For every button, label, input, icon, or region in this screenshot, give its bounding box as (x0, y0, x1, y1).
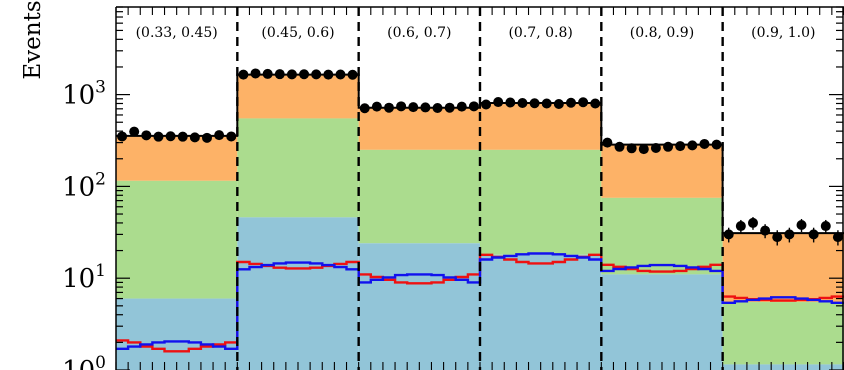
data-point (165, 131, 176, 142)
data-point (226, 131, 237, 142)
data-point (262, 68, 273, 79)
data-point (711, 139, 722, 150)
data-point (663, 141, 674, 152)
y-axis-label: Events (20, 0, 46, 79)
stack-bar-green (601, 197, 723, 275)
y-tick-label: 103 (62, 78, 106, 111)
data-point (335, 69, 346, 80)
data-point (323, 69, 334, 80)
data-point (529, 98, 540, 109)
stack-bar-green (479, 149, 602, 255)
data-point (796, 219, 807, 230)
data-point (602, 137, 613, 148)
data-point (274, 69, 285, 80)
data-point (808, 229, 819, 240)
data-point (505, 97, 516, 108)
stack-bar-green (116, 180, 238, 299)
stack-bar-green (358, 149, 480, 244)
region-label: (0.9, 1.0) (751, 25, 815, 41)
data-point (735, 221, 746, 232)
data-point (784, 229, 795, 240)
region-label: (0.7, 0.8) (508, 25, 572, 41)
data-point (383, 102, 394, 113)
data-point (517, 98, 528, 109)
data-point (626, 143, 637, 154)
data-point (832, 232, 843, 243)
data-point (772, 232, 783, 243)
data-point (590, 98, 601, 109)
data-point (141, 130, 152, 141)
data-point (456, 101, 467, 112)
stack-bar-orange (358, 107, 480, 150)
data-point (687, 140, 698, 151)
stack-bar-blue (237, 217, 359, 370)
y-tick-label: 102 (62, 169, 106, 202)
stack-bar-blue (601, 274, 723, 370)
data-point (444, 102, 455, 113)
region-label: (0.45, 0.6) (261, 25, 334, 41)
region-label: (0.8, 0.9) (630, 25, 694, 41)
region-label: (0.33, 0.45) (136, 25, 218, 41)
stack-bar-orange (237, 74, 359, 119)
data-point (675, 141, 686, 152)
data-point (493, 97, 504, 108)
data-point (723, 229, 734, 240)
data-point (650, 142, 661, 153)
data-point (541, 98, 552, 109)
data-point (396, 101, 407, 112)
stack-bar-green (237, 118, 359, 218)
data-point (189, 132, 200, 143)
data-point (299, 69, 310, 80)
data-point (614, 141, 625, 152)
stack-bar-orange (601, 144, 723, 198)
data-point (420, 102, 431, 113)
data-point (153, 131, 164, 142)
data-point (481, 99, 492, 110)
region-label: (0.6, 0.7) (387, 25, 451, 41)
data-point (214, 130, 225, 141)
stack-bar-blue (116, 298, 238, 370)
data-point (177, 131, 188, 142)
data-point (311, 69, 322, 80)
data-point (578, 97, 589, 108)
data-point (432, 102, 443, 113)
data-point (565, 97, 576, 108)
stack-bar-orange (116, 135, 238, 181)
data-point (129, 126, 140, 137)
data-point (359, 103, 370, 114)
data-point (286, 69, 297, 80)
data-point (468, 101, 479, 112)
stack-bar-blue (479, 254, 602, 370)
stack-bar-orange (479, 103, 602, 150)
stack-bar-orange (722, 233, 844, 303)
data-point (238, 69, 249, 80)
data-point (760, 225, 771, 236)
data-point (201, 132, 212, 143)
data-point (371, 101, 382, 112)
y-tick-label: 101 (62, 261, 106, 294)
data-point (820, 221, 831, 232)
data-point (347, 69, 358, 80)
data-point (117, 131, 128, 142)
data-point (408, 102, 419, 113)
data-point (553, 98, 564, 109)
stack-bar-green (722, 302, 844, 365)
data-point (747, 217, 758, 228)
data-point (638, 144, 649, 155)
data-point (699, 138, 710, 149)
y-tick-label: 100 (62, 353, 106, 370)
stack-bar-blue (358, 243, 480, 370)
data-point (250, 68, 261, 79)
